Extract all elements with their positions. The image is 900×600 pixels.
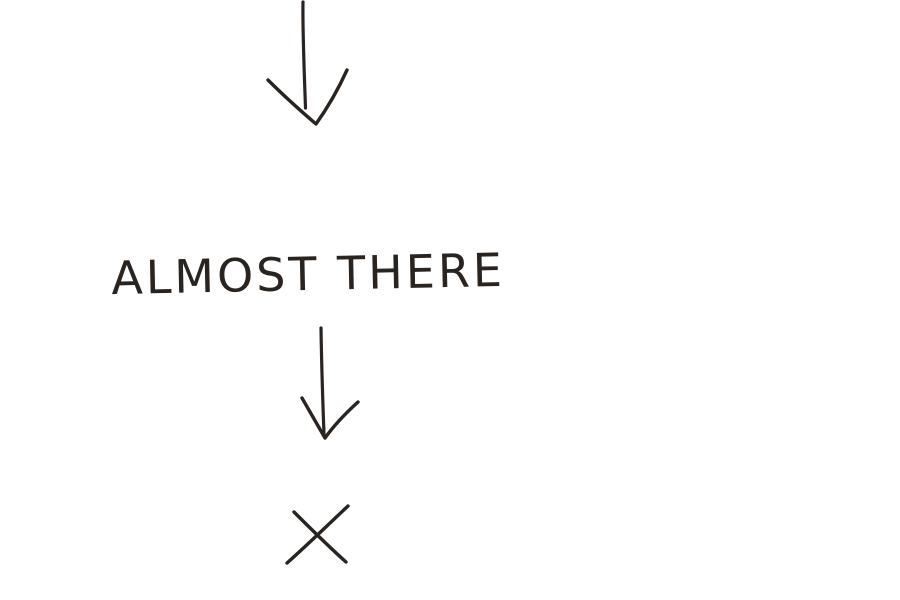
middle-arrow-shaft — [319, 326, 326, 436]
arrow-down-icon — [266, 0, 349, 126]
middle-arrow-head — [300, 396, 360, 440]
label-almost-there: ALMOST THERE — [111, 243, 506, 305]
x-mark-stroke-2 — [285, 504, 350, 565]
x-mark-stroke-1 — [292, 510, 348, 564]
x-mark-icon — [285, 504, 350, 565]
arrow-down-icon — [300, 326, 360, 440]
top-arrow-shaft — [301, 0, 308, 110]
top-arrow-head — [266, 68, 349, 126]
